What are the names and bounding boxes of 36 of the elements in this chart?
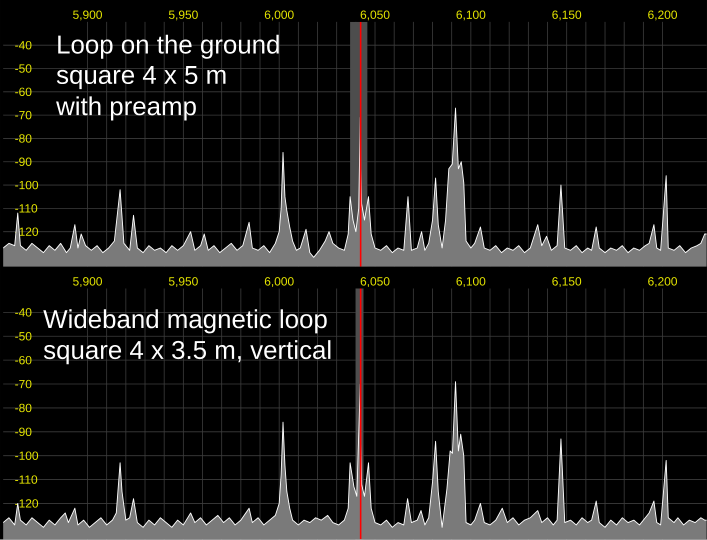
- annotation: square 4 x 3.5 m, vertical: [44, 340, 330, 364]
- y-tick-label: -60: [15, 88, 32, 96]
- y-tick-label: -100: [15, 452, 38, 460]
- x-tick-label: 5,950: [168, 277, 198, 288]
- x-tick-label: 6,050: [360, 10, 390, 21]
- x-tick-label: 5,900: [73, 277, 102, 288]
- x-tick-label: 6,000: [264, 10, 294, 21]
- y-tick-label: -80: [15, 404, 32, 412]
- y-tick-label: -40: [15, 308, 32, 317]
- y-tick-label: -70: [15, 380, 32, 388]
- annotation: Loop on the ground: [58, 34, 279, 59]
- x-tick-label: 6,100: [456, 10, 486, 21]
- y-tick-label: -40: [15, 41, 32, 50]
- annotation: with preamp: [56, 96, 196, 121]
- x-tick-label: 6,150: [552, 277, 582, 288]
- x-tick-label: 6,200: [648, 10, 678, 21]
- x-tick-label: 6,200: [648, 277, 678, 288]
- y-tick-label: -90: [15, 158, 32, 166]
- x-tick-label: 5,900: [73, 10, 102, 21]
- y-tick-label: -80: [15, 134, 32, 143]
- annotation: square 4 x 5 m: [56, 66, 226, 90]
- y-tick-label: -100: [15, 181, 38, 190]
- y-tick-label: -50: [15, 332, 32, 341]
- x-tick-label: 6,050: [360, 277, 390, 288]
- y-tick-label: -120: [15, 499, 38, 508]
- y-tick-label: -50: [15, 64, 32, 73]
- y-tick-label: -90: [15, 428, 32, 436]
- y-tick-label: -60: [15, 356, 32, 365]
- x-tick-label: 5,950: [168, 10, 198, 21]
- x-tick-label: 6,150: [552, 10, 582, 21]
- annotation: Wideband magnetic loop: [43, 309, 327, 334]
- y-tick-label: -110: [15, 476, 38, 484]
- y-tick-label: -110: [15, 204, 38, 213]
- x-tick-label: 6,000: [264, 277, 294, 288]
- x-tick-label: 6,100: [456, 277, 486, 288]
- y-tick-label: -70: [15, 111, 32, 120]
